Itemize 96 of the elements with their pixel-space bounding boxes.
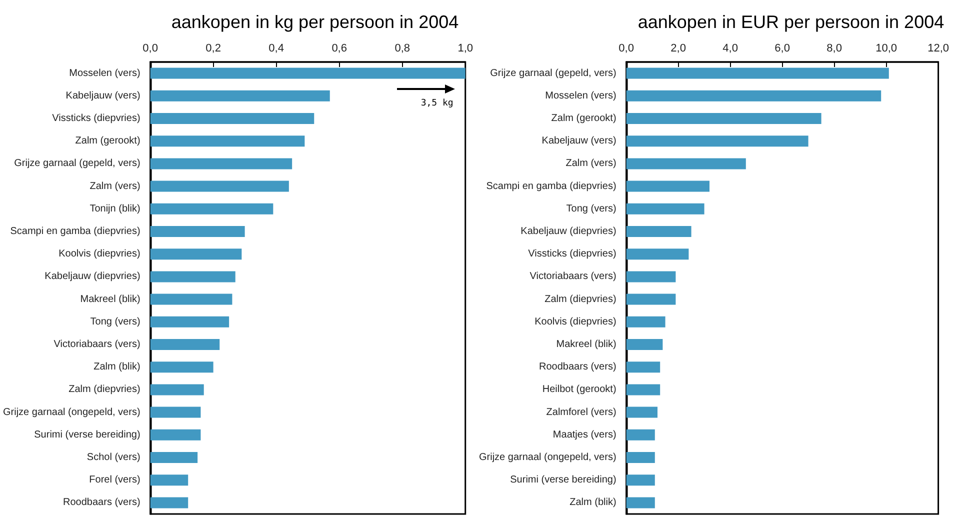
bar xyxy=(150,339,220,350)
y-tick-label: Surimi (verse bereiding) xyxy=(510,474,616,486)
bar xyxy=(150,316,230,328)
bar xyxy=(626,339,663,350)
bar xyxy=(626,294,676,305)
y-tick-label: Zalm (vers) xyxy=(90,180,140,192)
x-tick-label: 0,2 xyxy=(206,42,221,54)
bar xyxy=(150,226,245,237)
y-tick-label: Mosselen (vers) xyxy=(545,90,616,102)
bar xyxy=(150,158,292,170)
y-tick-label: Zalm (diepvries) xyxy=(544,294,616,305)
bar xyxy=(626,68,889,79)
x-tick-label: 6,0 xyxy=(774,42,790,54)
y-tick-label: Kabeljauw (vers) xyxy=(542,136,616,147)
y-tick-label: Makreel (blik) xyxy=(80,294,140,305)
bar xyxy=(626,136,808,147)
y-tick-label: Maatjes (vers) xyxy=(552,429,616,440)
bar xyxy=(150,248,242,260)
y-tick-label: Tonijn (blik) xyxy=(90,203,140,214)
y-tick-label: Grijze garnaal (gepeld, vers) xyxy=(490,68,616,79)
bar xyxy=(626,497,655,508)
bar xyxy=(626,429,655,440)
bar xyxy=(626,90,882,102)
bar xyxy=(626,384,660,396)
x-tick-label: 0,0 xyxy=(142,42,158,54)
bar xyxy=(626,158,746,170)
y-tick-label: Zalmforel (vers) xyxy=(546,406,616,418)
bar xyxy=(626,248,689,260)
bar xyxy=(150,406,201,418)
y-tick-label: Koolvis (diepvries) xyxy=(58,248,140,260)
x-tick-label: 8,0 xyxy=(826,42,842,54)
y-tick-label: Forel (vers) xyxy=(89,474,140,486)
y-tick-label: Tong (vers) xyxy=(90,316,140,328)
x-tick-label: 4,0 xyxy=(722,42,738,54)
y-tick-label: Victoriabaars (vers) xyxy=(54,339,140,350)
chart-title: aankopen in kg per persoon in 2004 xyxy=(171,12,459,32)
y-tick-label: Grijze garnaal (ongepeld, vers) xyxy=(478,452,616,463)
bar xyxy=(626,362,660,373)
bar xyxy=(626,180,710,192)
bar xyxy=(626,226,692,237)
y-tick-label: Zalm (vers) xyxy=(566,158,616,170)
y-tick-label: Roodbaars (vers) xyxy=(63,497,140,508)
x-tick-label: 12,0 xyxy=(928,42,950,54)
y-tick-label: Zalm (gerookt) xyxy=(75,136,140,147)
y-tick-label: Zalm (blik) xyxy=(94,362,140,373)
bar xyxy=(150,271,236,282)
y-tick-label: Zalm (gerookt) xyxy=(551,113,616,124)
y-tick-label: Vissticks (diepvries) xyxy=(52,113,140,124)
bar xyxy=(626,113,822,124)
y-tick-label: Grijze garnaal (gepeld, vers) xyxy=(14,158,140,170)
bar xyxy=(150,474,188,486)
bar xyxy=(626,474,655,486)
annotation: 3,5 kg xyxy=(420,98,454,108)
chart-title: aankopen in EUR per persoon in 2004 xyxy=(638,12,944,32)
y-tick-label: Schol (vers) xyxy=(86,452,140,463)
x-tick-label: 0,0 xyxy=(618,42,634,54)
x-tick-label: 0,4 xyxy=(268,42,284,54)
bar xyxy=(626,406,658,418)
y-tick-label: Scampi en gamba (diepvries) xyxy=(10,226,140,237)
bar xyxy=(150,362,214,373)
y-tick-label: Surimi (verse bereiding) xyxy=(34,429,140,440)
bar xyxy=(150,384,204,396)
bar xyxy=(626,203,704,214)
bar xyxy=(626,452,655,463)
y-tick-label: Victoriabaars (vers) xyxy=(530,271,616,282)
bar xyxy=(626,316,666,328)
y-tick-label: Zalm (diepvries) xyxy=(68,384,140,396)
y-tick-label: Zalm (blik) xyxy=(570,497,616,508)
y-tick-label: Kabeljauw (diepvries) xyxy=(44,271,140,282)
bar xyxy=(150,136,305,147)
bar xyxy=(150,68,466,79)
bar xyxy=(150,429,201,440)
bar xyxy=(150,497,188,508)
y-tick-label: Heilbot (gerookt) xyxy=(542,384,616,396)
y-tick-label: Tong (vers) xyxy=(566,203,616,214)
bar xyxy=(150,203,274,214)
x-tick-label: 0,6 xyxy=(332,42,347,54)
bar xyxy=(626,271,676,282)
bar xyxy=(150,180,289,192)
y-tick-label: Grijze garnaal (ongepeld, vers) xyxy=(2,406,140,418)
x-tick-label: 2,0 xyxy=(670,42,686,54)
x-tick-label: 0,8 xyxy=(394,42,410,54)
bar xyxy=(150,90,330,102)
y-tick-label: Makreel (blik) xyxy=(556,339,616,350)
y-tick-label: Vissticks (diepvries) xyxy=(528,248,616,260)
y-tick-label: Roodbaars (vers) xyxy=(539,362,616,373)
bar xyxy=(150,294,232,305)
y-tick-label: Koolvis (diepvries) xyxy=(534,316,616,328)
y-tick-label: Kabeljauw (vers) xyxy=(66,90,140,102)
bar xyxy=(150,452,198,463)
x-tick-label: 10,0 xyxy=(876,42,898,54)
y-tick-label: Mosselen (vers) xyxy=(69,68,140,79)
y-tick-label: Kabeljauw (diepvries) xyxy=(520,226,616,237)
x-tick-label: 1,0 xyxy=(458,42,474,54)
y-tick-label: Scampi en gamba (diepvries) xyxy=(486,180,616,192)
bar xyxy=(150,113,314,124)
